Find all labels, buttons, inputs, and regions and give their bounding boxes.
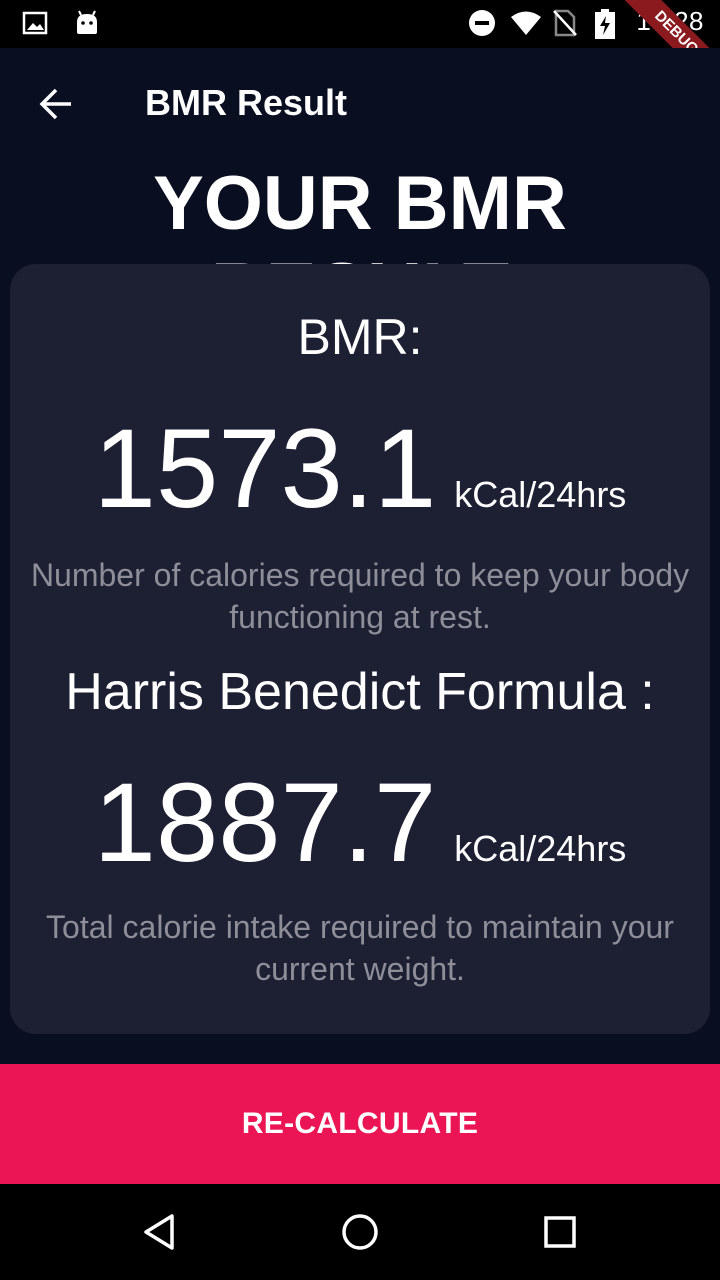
system-nav-bar — [0, 1184, 720, 1280]
arrow-back-icon — [39, 88, 71, 120]
image-icon — [22, 10, 48, 36]
harris-value-row: 1887.7 kCal/24hrs — [10, 758, 710, 887]
back-button[interactable] — [28, 76, 84, 132]
battery-charging-icon — [594, 8, 620, 39]
status-bar: 17:28 DEBUG — [0, 0, 720, 106]
nav-back-button[interactable] — [136, 1208, 184, 1256]
home-circle-icon — [342, 1214, 378, 1250]
recalculate-button[interactable]: RE-CALCULATE — [0, 1064, 720, 1184]
recents-square-icon — [544, 1216, 576, 1248]
app-bar-title: BMR Result — [145, 82, 348, 123]
bmr-value: 1573.1 — [93, 406, 437, 531]
bmr-description: Number of calories required to keep your… — [30, 557, 690, 635]
harris-description: Total calorie intake required to maintai… — [46, 909, 674, 987]
do-not-disturb-icon — [468, 9, 496, 36]
nav-recents-button[interactable] — [536, 1208, 584, 1256]
bmr-label: BMR: — [297, 309, 423, 365]
result-card: BMR: 1573.1 kCal/24hrs Number of calorie… — [10, 264, 710, 1034]
harris-unit: kCal/24hrs — [454, 828, 627, 869]
nav-home-button[interactable] — [336, 1208, 384, 1256]
android-icon — [74, 10, 100, 36]
no-sim-icon — [552, 9, 578, 36]
harris-value: 1887.7 — [93, 760, 437, 885]
harris-benedict-label: Harris Benedict Formula : — [65, 663, 655, 721]
bmr-value-row: 1573.1 kCal/24hrs — [10, 404, 710, 533]
back-triangle-icon — [144, 1214, 174, 1250]
app-bar: BMR Result — [0, 48, 720, 160]
wifi-icon — [510, 9, 542, 35]
bmr-unit: kCal/24hrs — [454, 474, 627, 515]
